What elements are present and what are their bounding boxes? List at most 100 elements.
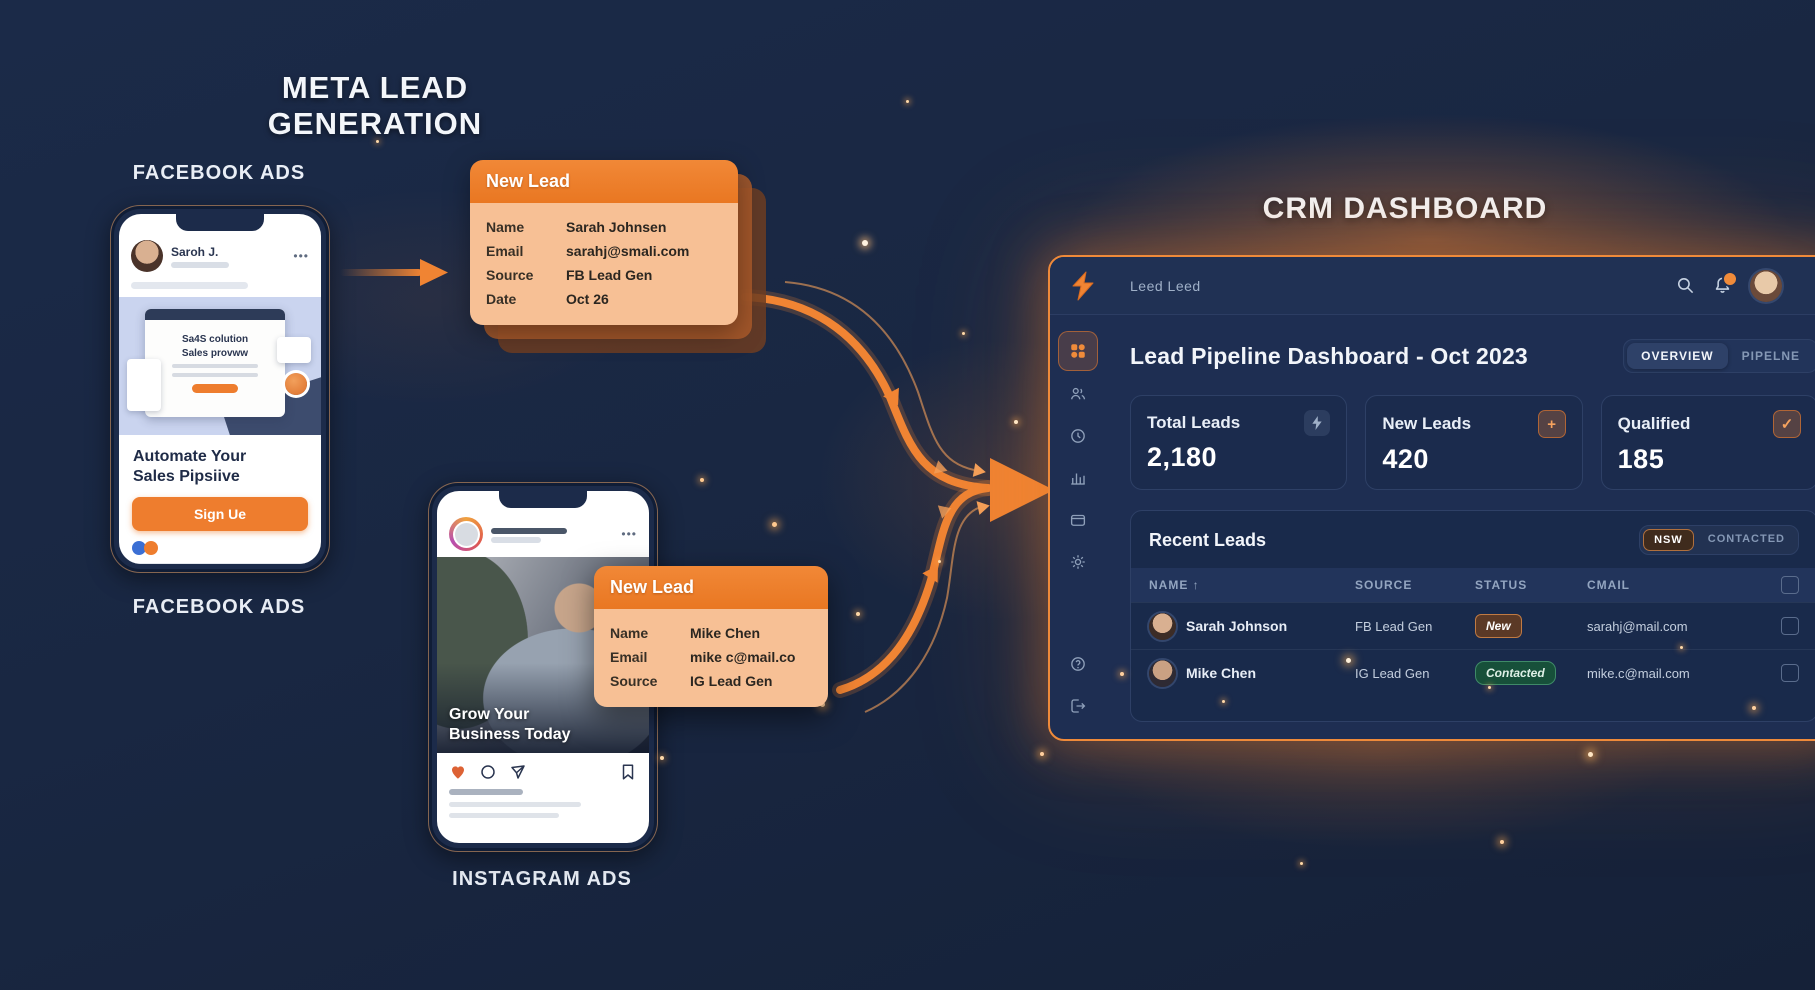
creative-cta-pill [192,384,238,393]
sidebar-item-files[interactable] [1059,501,1097,539]
field-value: Mike Chen [690,625,761,641]
lead-source: FB Lead Gen [1355,618,1433,634]
creative-text-bar [172,364,258,368]
column-source: SOURCE [1355,578,1413,592]
lightning-icon [1304,410,1331,436]
sparkle [772,522,777,527]
users-icon [1070,387,1086,400]
creative-logo-badge [285,373,307,395]
sparkle [1120,672,1124,676]
row-checkbox[interactable] [1781,664,1799,682]
phone-notch [499,491,587,508]
ig-profile-avatar-ring [449,517,483,551]
creative-minicard [127,359,161,411]
sidebar-item-leads[interactable] [1059,375,1097,413]
sidebar-item-settings[interactable] [1059,543,1097,581]
creative-browser-mockup: Sa4S colution Sales provww [145,309,285,417]
sign-up-button[interactable]: Sign Ue [132,497,308,531]
sparkle [660,756,664,760]
avatar [1149,612,1176,640]
notifications-button[interactable] [1713,271,1738,295]
field-value: mike c@mail.co [690,649,796,665]
sparkle [1040,752,1044,756]
fb-ad-headline-line2: Sales Pipsiive [133,468,240,485]
filter-new[interactable]: NSW [1643,529,1694,551]
sparkle [1500,840,1504,844]
sparkle [1752,706,1756,710]
tab-pipeline[interactable]: PIPELNE [1741,349,1800,363]
fb-ad-headline-line1: Automate Your [133,448,247,465]
sparkle [962,332,965,335]
bookmark-icon[interactable] [619,763,637,781]
status-badge: New [1475,614,1522,638]
fb-to-card-arrow [340,259,448,286]
clock-icon [1071,429,1085,443]
column-name[interactable]: NAME ↑ [1149,578,1200,592]
crm-topbar: Leed Leed [1050,257,1815,315]
crm-window: Leed Leed [1048,255,1815,741]
more-options-icon[interactable]: ••• [621,527,637,541]
sparkle [862,240,868,246]
tab-overview[interactable]: OVERVIEW [1627,343,1728,369]
heart-icon[interactable] [449,763,467,781]
field-label: Source [486,267,534,283]
fb-profile-subtitle-bar [171,261,229,268]
browser-titlebar [145,309,285,320]
meta-lead-generation-title: META LEAD GENERATION [267,70,483,141]
sparkle [700,478,704,482]
column-email: CMAIL [1587,578,1630,592]
status-filters: NSW CONTACTED [1639,525,1799,555]
divider [131,563,309,564]
field-label: Email [610,649,648,665]
sidebar-item-history[interactable] [1059,417,1097,455]
select-all-checkbox[interactable] [1781,576,1799,594]
field-label: Date [486,291,517,307]
fb-reactions [119,531,321,555]
lead-source: IG Lead Gen [1355,665,1430,681]
dashboard-grid-icon [1071,344,1085,358]
stat-card-total-leads: Total Leads 2,180 [1130,395,1348,490]
sparkle [376,140,379,143]
send-icon[interactable] [509,763,527,781]
field-value: FB Lead Gen [566,267,653,283]
search-icon[interactable] [1676,276,1695,295]
new-lead-card-facebook: New Lead Name Sarah Johnsen Email sarahj@s… [470,160,766,353]
sidebar-item-analytics[interactable] [1059,459,1097,497]
lead-name: Sarah Johnson [1186,618,1288,634]
folder-icon [1070,514,1086,526]
ig-overlay-line1: Grow Your [449,706,530,723]
more-options-icon[interactable]: ••• [293,249,309,263]
gear-icon [1071,555,1085,569]
sparkle [1680,646,1683,649]
creative-minicard [277,337,311,363]
ig-profile-avatar [454,522,478,546]
stat-card-qualified: Qualified ✓ 185 [1600,395,1815,490]
sparkle [856,612,860,616]
stat-value: 185 [1617,444,1665,474]
logout-icon [1071,699,1086,713]
creative-headline-line1: Sa4S colution [181,334,249,345]
filter-contacted[interactable]: CONTACTED [1707,533,1785,545]
comment-circle-icon[interactable] [479,763,497,781]
user-avatar[interactable] [1750,269,1782,302]
row-checkbox[interactable] [1781,617,1799,635]
sidebar-item-dashboard[interactable] [1058,331,1098,371]
field-value: sarahj@smali.com [566,243,690,259]
sparkle [1014,420,1018,424]
sidebar-item-logout[interactable] [1059,687,1097,725]
sparkle [938,560,941,563]
sparkle [1488,686,1491,689]
instagram-ads-label: INSTAGRAM ADS [452,868,632,890]
recent-leads-panel: Recent Leads NSW CONTACTED NAME ↑ SOURCE… [1130,510,1815,722]
sparkle [906,100,909,103]
brand-name: Leed Leed [1130,277,1201,294]
status-badge: Contacted [1475,661,1556,685]
field-label: Email [486,243,524,259]
stat-label: Total Leads [1147,413,1241,432]
sidebar-item-help[interactable] [1059,645,1097,683]
field-value: Oct 26 [566,291,609,307]
field-label: Source [610,673,658,689]
sparkle [1588,752,1593,757]
flow-arrows-to-crm [737,281,1054,713]
